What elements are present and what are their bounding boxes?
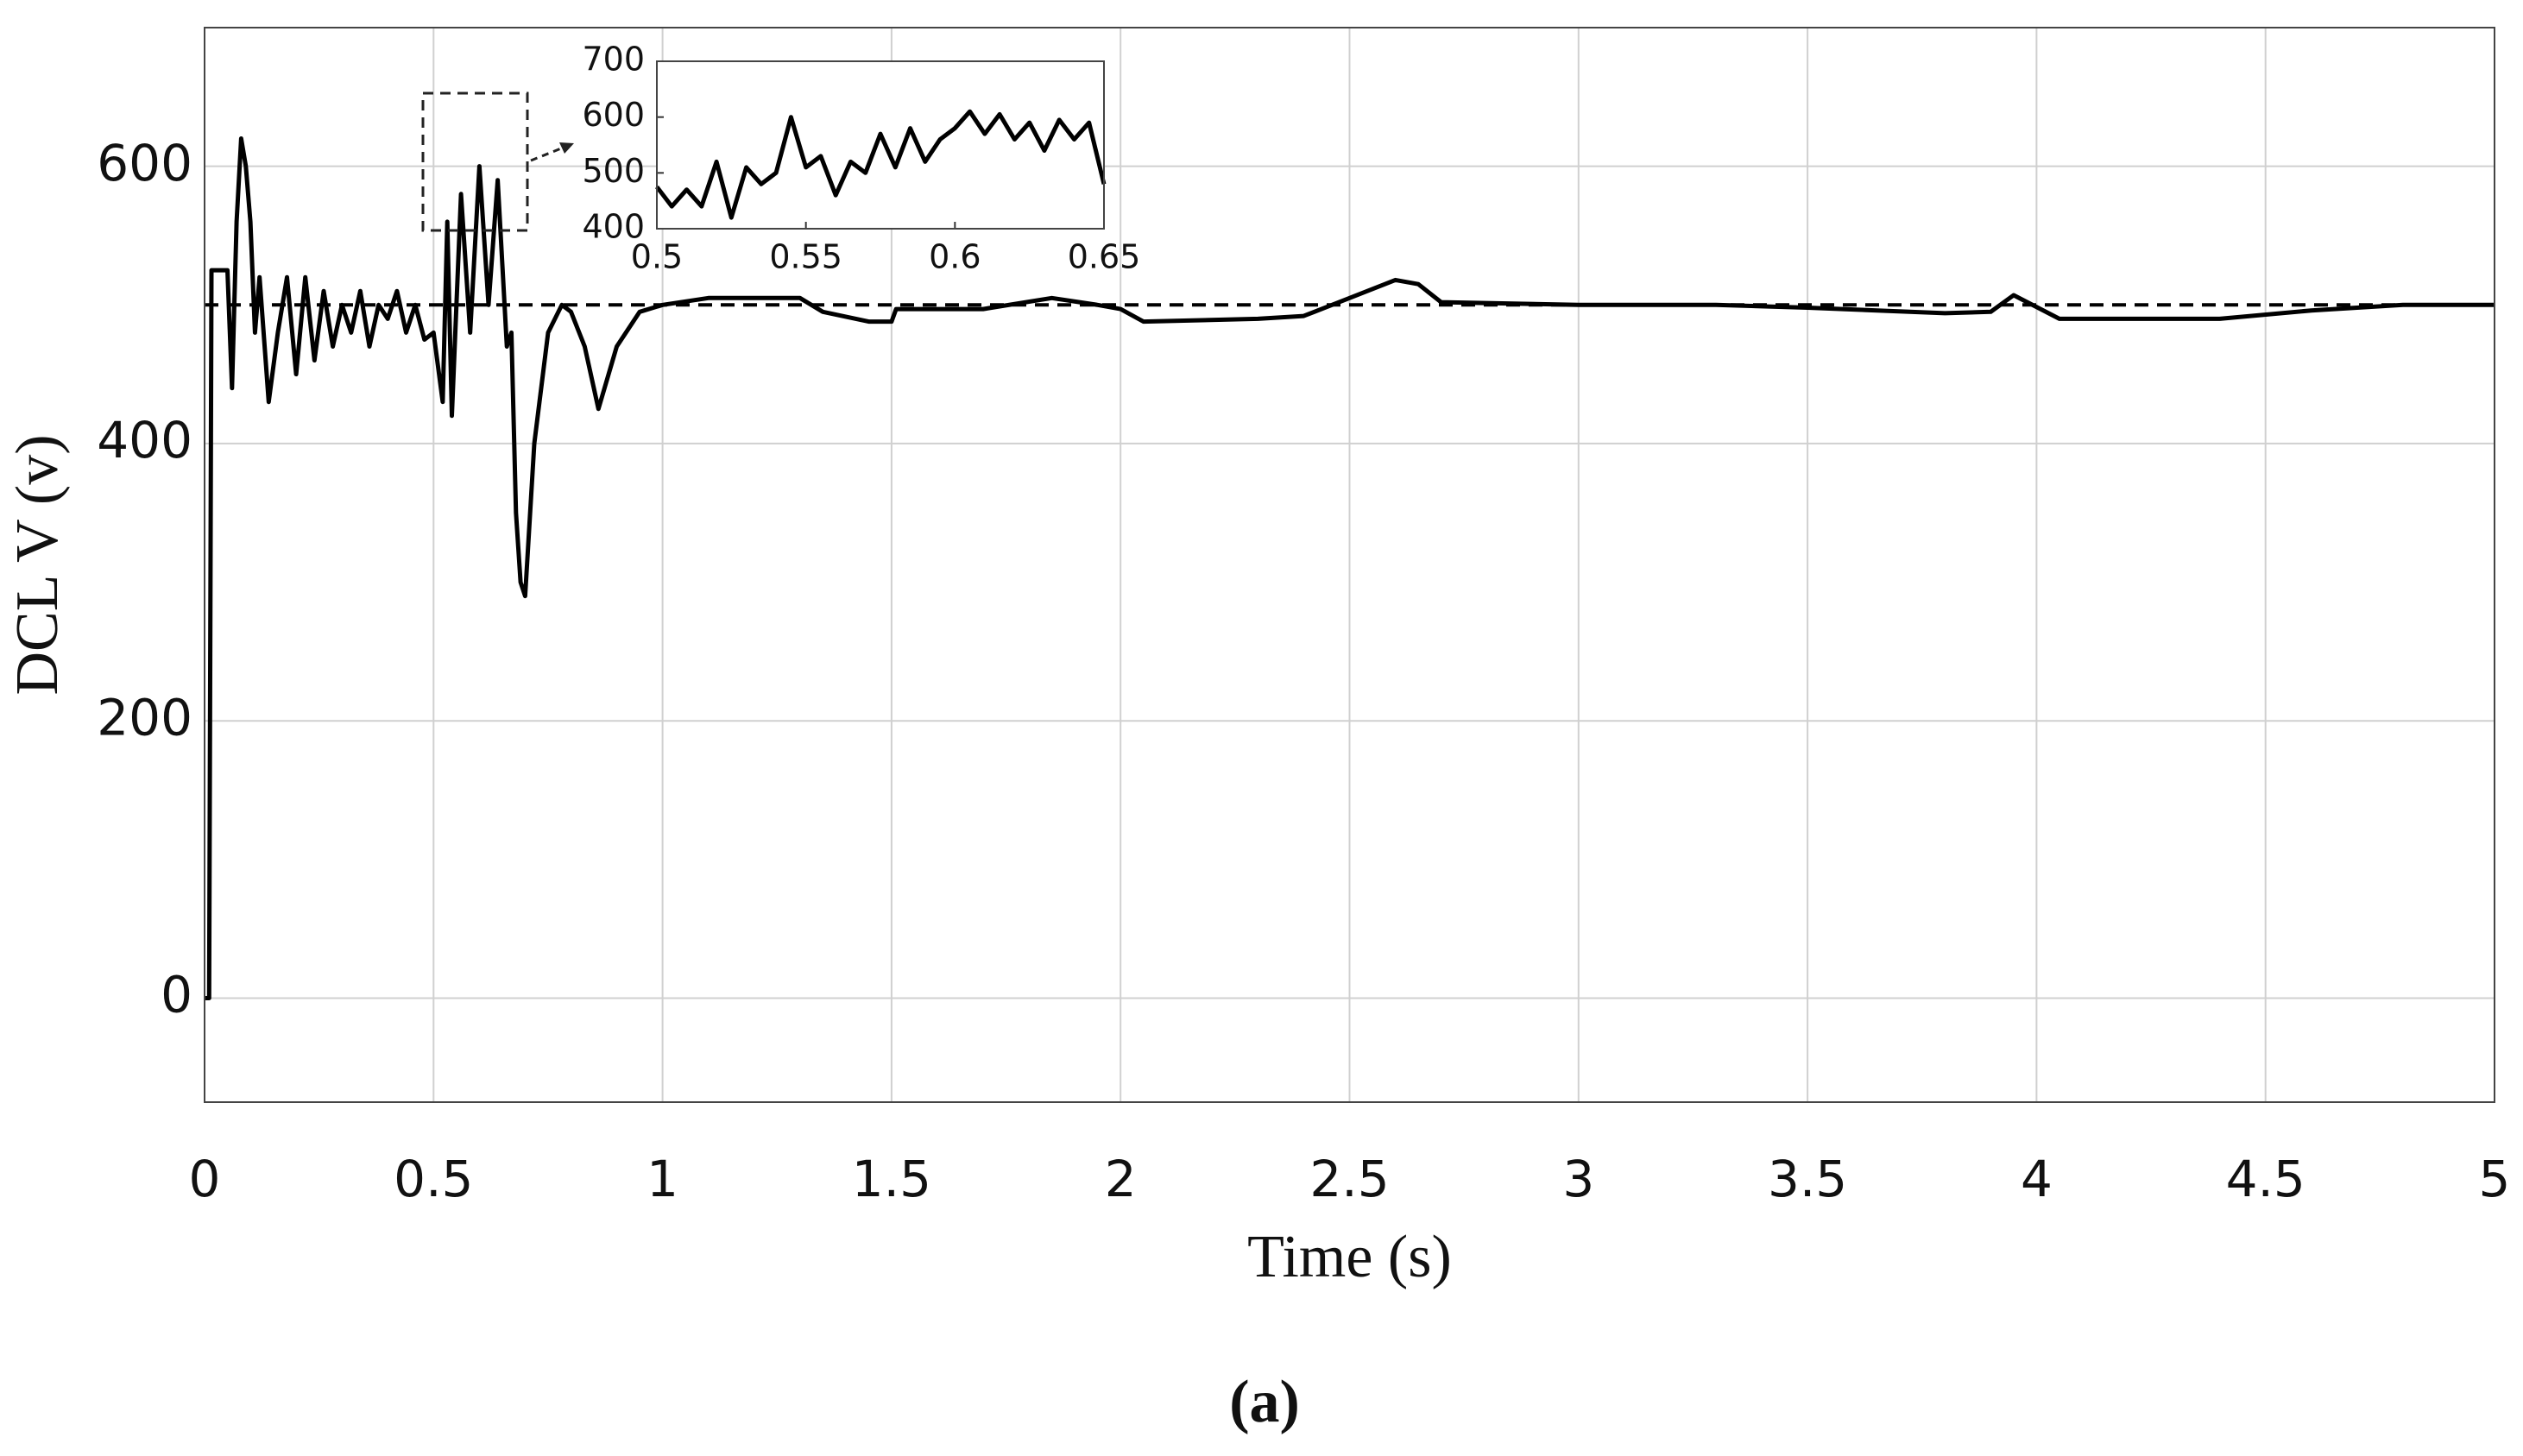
- y-tick-label: 400: [97, 411, 192, 470]
- y-tick-label: 600: [582, 96, 645, 134]
- plot-frame: [656, 60, 1105, 230]
- data-line: [205, 136, 2495, 1000]
- y-tick-label: 500: [582, 152, 645, 190]
- x-tick-label: 0.5: [631, 238, 683, 276]
- y-tick-label: 200: [97, 688, 192, 747]
- x-tick-label: 1: [647, 1150, 678, 1208]
- x-tick-label: 5: [2479, 1150, 2511, 1208]
- x-tick-label: 0.65: [1068, 238, 1141, 276]
- zoom-box: [421, 91, 529, 232]
- x-tick-label: 1.5: [852, 1150, 931, 1208]
- zoom-arrowhead: [559, 142, 574, 154]
- plot-frame: [204, 27, 2495, 1103]
- x-tick-label: 0: [189, 1150, 221, 1208]
- x-tick-label: 4.5: [2226, 1150, 2305, 1208]
- x-tick-label: 0.5: [394, 1150, 473, 1208]
- x-tick-label: 3.5: [1768, 1150, 1847, 1208]
- y-tick-label: 400: [582, 208, 645, 246]
- x-tick-label: 2: [1105, 1150, 1137, 1208]
- x-tick-label: 4: [2021, 1150, 2053, 1208]
- y-tick-label: 700: [582, 41, 645, 79]
- x-tick-label: 3: [1562, 1150, 1594, 1208]
- x-tick-label: 2.5: [1309, 1150, 1389, 1208]
- y-axis-label: DCL V (v): [4, 434, 71, 695]
- x-tick-label: 0.6: [929, 238, 981, 276]
- y-tick-label: 600: [97, 134, 192, 192]
- zoom-arrow: [530, 145, 566, 162]
- x-tick-label: 0.55: [769, 238, 842, 276]
- plot-area: [657, 61, 1104, 229]
- x-axis-label: Time (s): [1247, 1224, 1452, 1290]
- caption: (a): [1229, 1369, 1300, 1435]
- y-tick-label: 0: [161, 966, 192, 1024]
- data-line: [655, 109, 1107, 220]
